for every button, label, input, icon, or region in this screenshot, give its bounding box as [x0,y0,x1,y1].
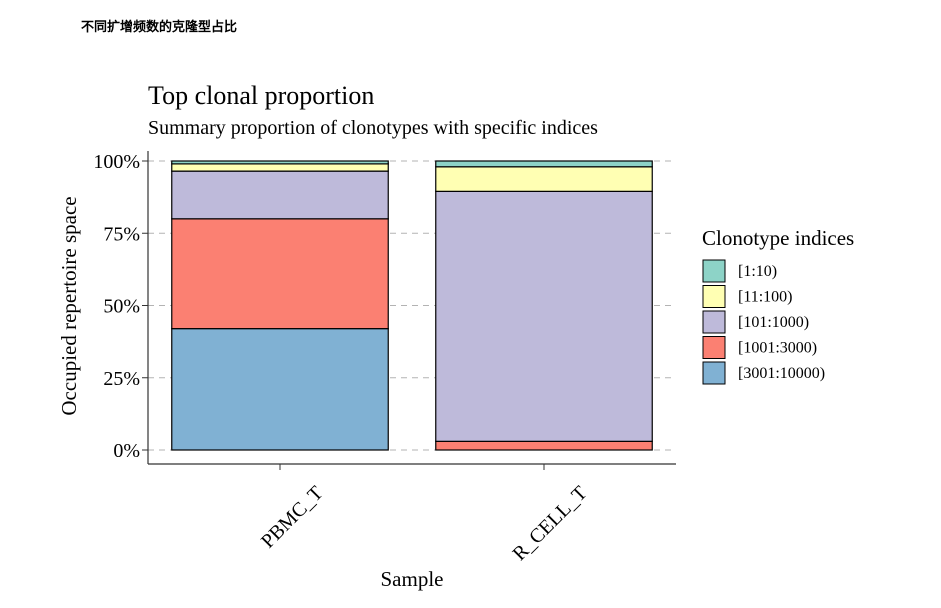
y-tick-label: 50% [103,296,140,318]
bar-segment [171,170,389,220]
legend-swatch [702,259,726,283]
bar-segment [435,440,653,451]
chart-subtitle: Summary proportion of clonotypes with sp… [148,117,598,139]
legend: [1:10) [11:100) [101:1000) [1001:3000) [3001… [702,259,825,385]
x-tick-label: PBMC_T [257,482,328,553]
bars [171,160,653,451]
bar-segment [171,328,389,451]
figure-caption: 不同扩增频数的克隆型占比 [81,20,238,35]
legend-label: [3001:10000) [738,365,825,382]
legend-label: [101:1000) [738,314,809,331]
chart-title: Top clonal proportion [148,81,374,110]
legend-label: [1:10) [738,263,777,280]
bar-segment [171,160,389,165]
y-tick-label: 100% [93,151,140,173]
bar-segment [171,163,389,172]
x-axis-title: Sample [381,567,444,591]
legend-swatch [702,336,726,359]
x-tick-label: R_CELL_T [508,482,591,565]
legend-swatch [702,285,726,308]
legend-label: [1001:3000) [738,340,817,357]
legend-label: [11:100) [738,289,793,306]
bar-segment [435,166,653,192]
bar-segment [171,218,389,330]
legend-swatch [702,361,726,385]
y-tick-label: 0% [113,440,140,462]
legend-swatch [702,310,726,334]
y-tick-label: 25% [103,368,140,390]
y-tick-label: 75% [103,223,140,245]
bar-segment [435,190,653,442]
bar-segment [435,160,653,168]
y-axis-title: Occupied repertoire space [57,196,81,415]
legend-title: Clonotype indices [702,226,854,250]
